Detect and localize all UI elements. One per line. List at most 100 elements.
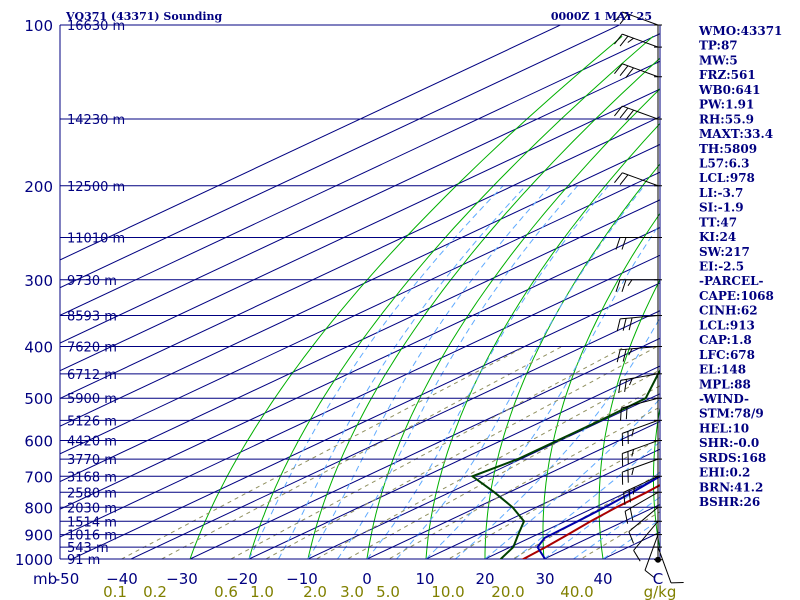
wind-barb-flag bbox=[629, 508, 634, 521]
wind-barb-flag bbox=[614, 105, 623, 117]
isotherm-line bbox=[60, 226, 660, 510]
index-line: EL:148 bbox=[699, 363, 746, 377]
dry-adiabat-line bbox=[189, 35, 623, 559]
height-label: 9730 m bbox=[67, 274, 117, 289]
pressure-tick-label: 500 bbox=[24, 390, 53, 408]
mixing-ratio-line bbox=[315, 369, 660, 559]
wind-barb-flag bbox=[624, 511, 629, 524]
index-line: KI:24 bbox=[699, 230, 736, 244]
index-line: MAXT:33.4 bbox=[699, 127, 773, 141]
axis-labels: 16630 m 14230 m 12500 m 11010 m 9730 m 8593 m… bbox=[15, 17, 677, 600]
index-line: -PARCEL- bbox=[699, 274, 764, 288]
wind-barbs bbox=[614, 11, 684, 584]
height-label: 16630 m bbox=[67, 19, 125, 34]
pressure-tick-label: 600 bbox=[24, 433, 53, 451]
index-line: SW:217 bbox=[699, 245, 750, 259]
height-label: 91 m bbox=[67, 553, 100, 568]
wind-barb-flag bbox=[628, 489, 631, 503]
index-line: TH:5809 bbox=[699, 142, 757, 156]
wind-barb-flag bbox=[627, 279, 633, 287]
wind-barb-flag bbox=[644, 569, 656, 579]
index-line: L57:6.3 bbox=[699, 156, 749, 170]
height-label: 12500 m bbox=[67, 180, 125, 195]
wind-barb-flag bbox=[625, 406, 628, 420]
dry-adiabat-line bbox=[425, 122, 660, 559]
index-line: CAPE:1068 bbox=[699, 289, 774, 303]
mixing-ratio-line bbox=[264, 346, 658, 559]
moist-adiabat-line bbox=[307, 185, 551, 559]
index-line: LCL:978 bbox=[699, 171, 755, 185]
wind-barb bbox=[622, 172, 659, 187]
isotherm-line bbox=[60, 60, 660, 344]
index-line: LCL:913 bbox=[699, 318, 755, 332]
height-label: 3168 m bbox=[67, 470, 117, 485]
temperature-tick-label: 40 bbox=[593, 570, 612, 588]
height-label: 4420 m bbox=[67, 435, 117, 450]
height-label: 1514 m bbox=[67, 515, 117, 530]
wind-barb-flag bbox=[615, 237, 621, 250]
index-line: SRDS:168 bbox=[699, 451, 766, 465]
isotherm-line bbox=[188, 337, 660, 559]
wind-barb bbox=[623, 475, 659, 493]
mixing-ratio-label: 10.0 bbox=[431, 583, 464, 600]
dry-adiabat-line bbox=[598, 278, 660, 559]
wind-barb-flag bbox=[629, 378, 633, 386]
wind-barb-flag bbox=[632, 487, 635, 495]
mixing-ratio-label: 20.0 bbox=[491, 583, 524, 600]
height-label: 5900 m bbox=[67, 392, 117, 407]
index-line: MPL:88 bbox=[699, 377, 751, 391]
wind-barb-flag bbox=[625, 109, 634, 121]
wind-barb-flag bbox=[614, 172, 623, 183]
temperature-profile-line bbox=[521, 483, 660, 559]
index-line: WB0:641 bbox=[698, 83, 760, 97]
height-label: 6712 m bbox=[67, 368, 117, 383]
wind-barb-flag bbox=[631, 429, 635, 437]
moist-adiabat-line bbox=[425, 222, 660, 559]
pressure-tick-label: 900 bbox=[24, 527, 53, 545]
calm-wind-marker bbox=[655, 556, 661, 563]
wind-barb-flag bbox=[628, 348, 633, 356]
index-line: TT:47 bbox=[699, 215, 737, 229]
height-label: 2030 m bbox=[67, 501, 117, 516]
wind-barb-flag bbox=[619, 65, 629, 77]
index-line: LFC:678 bbox=[699, 348, 755, 362]
wind-barb-flag bbox=[614, 33, 623, 45]
moist-adiabat-line bbox=[455, 316, 660, 559]
wind-barb-flag bbox=[628, 531, 635, 544]
mixing-ratio-label: 0.2 bbox=[143, 583, 167, 600]
isotherm-line bbox=[129, 310, 660, 559]
wind-barb-flag bbox=[619, 174, 629, 186]
pressure-tick-label: 700 bbox=[24, 468, 53, 486]
mixing-ratio-label: 0.6 bbox=[214, 583, 238, 600]
dry-adiabat-line bbox=[307, 57, 660, 559]
wind-barb bbox=[622, 11, 659, 26]
wind-barb bbox=[622, 63, 659, 78]
mixing-ratio-line bbox=[387, 406, 660, 559]
moist-adiabat-line bbox=[573, 496, 660, 559]
grid-lines bbox=[60, 25, 800, 570]
isotherm-line bbox=[60, 25, 621, 289]
index-line: STM:78/9 bbox=[699, 407, 764, 421]
wind-barb-flag bbox=[621, 237, 627, 250]
index-line: HEL:10 bbox=[699, 421, 749, 435]
isotherm-line bbox=[70, 282, 660, 559]
height-label: 5126 m bbox=[67, 414, 117, 429]
index-line: TP:87 bbox=[699, 39, 738, 53]
moist-adiabat-line bbox=[396, 185, 645, 559]
wind-barb bbox=[657, 546, 672, 583]
index-line: SI:-1.9 bbox=[699, 201, 744, 215]
temperature-tick-label: 0 bbox=[362, 570, 372, 588]
wind-barb-flag bbox=[614, 11, 623, 23]
wind-barb bbox=[622, 458, 659, 473]
height-label: 3770 m bbox=[67, 453, 117, 468]
moist-adiabat-line bbox=[514, 441, 660, 559]
wind-barb bbox=[644, 534, 659, 571]
dry-adiabat-line bbox=[757, 36, 800, 570]
wind-barb bbox=[620, 346, 659, 351]
wind-barb-flag bbox=[618, 380, 622, 393]
index-line: LI:-3.7 bbox=[699, 186, 743, 200]
wind-barb-flag bbox=[631, 449, 635, 457]
index-line: SHR:-0.0 bbox=[699, 436, 759, 450]
temperature-tick-label: −40 bbox=[106, 570, 138, 588]
